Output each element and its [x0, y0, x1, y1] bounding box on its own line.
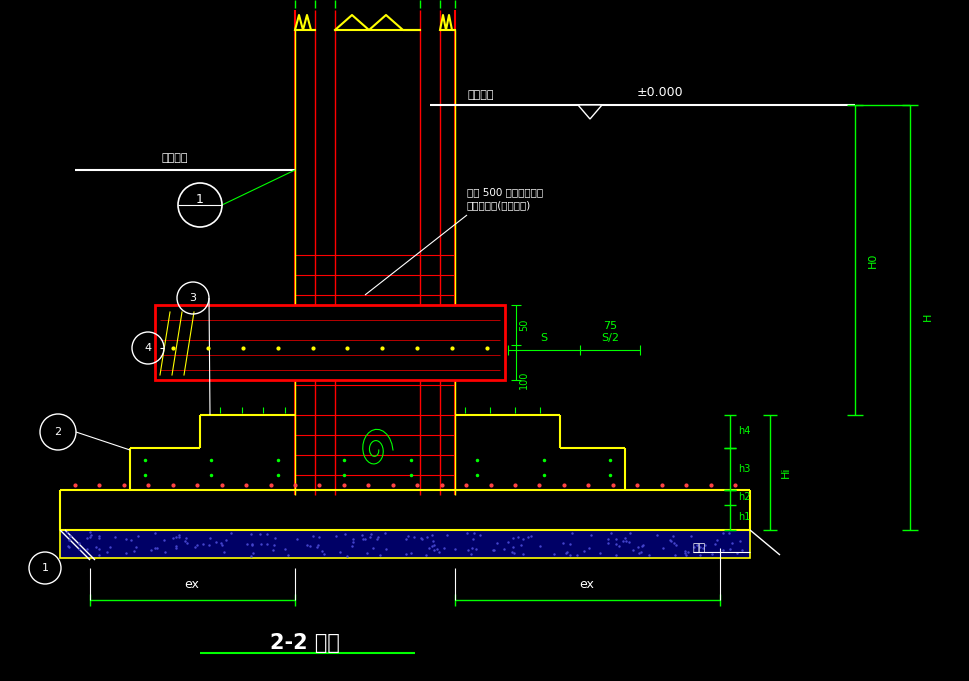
Text: H: H — [922, 313, 932, 321]
Text: 4: 4 — [144, 343, 151, 353]
Text: 1: 1 — [196, 193, 203, 206]
Text: 50: 50 — [518, 319, 528, 331]
Polygon shape — [578, 105, 602, 119]
Text: ex: ex — [578, 578, 594, 592]
Text: 3: 3 — [189, 293, 197, 303]
Text: h1: h1 — [737, 512, 749, 522]
Bar — [155, 305, 505, 380]
Text: 75: 75 — [603, 321, 616, 331]
Text: H0: H0 — [867, 253, 877, 268]
Text: 矩形封闭筜(非复合筜): 矩形封闭筜(非复合筜) — [466, 200, 531, 210]
Text: 墊层: 墊层 — [692, 543, 705, 553]
Text: 室内地面: 室内地面 — [467, 90, 494, 100]
Text: 1: 1 — [42, 563, 48, 573]
Text: h4: h4 — [737, 426, 749, 436]
Bar — [60, 530, 749, 558]
Text: ±0.000: ±0.000 — [636, 86, 682, 99]
Text: 100: 100 — [518, 371, 528, 389]
Text: h2: h2 — [737, 492, 749, 502]
Text: Hi: Hi — [780, 466, 790, 478]
Text: ex: ex — [184, 578, 200, 592]
Text: h3: h3 — [737, 464, 749, 474]
Text: 2-2 剖面: 2-2 剖面 — [269, 633, 339, 653]
Text: 2: 2 — [54, 427, 61, 437]
Text: S/2: S/2 — [601, 333, 618, 343]
Text: S: S — [540, 333, 547, 343]
Text: 间距 500 且不少于两道: 间距 500 且不少于两道 — [466, 187, 543, 197]
Text: 室外地面: 室外地面 — [162, 153, 188, 163]
